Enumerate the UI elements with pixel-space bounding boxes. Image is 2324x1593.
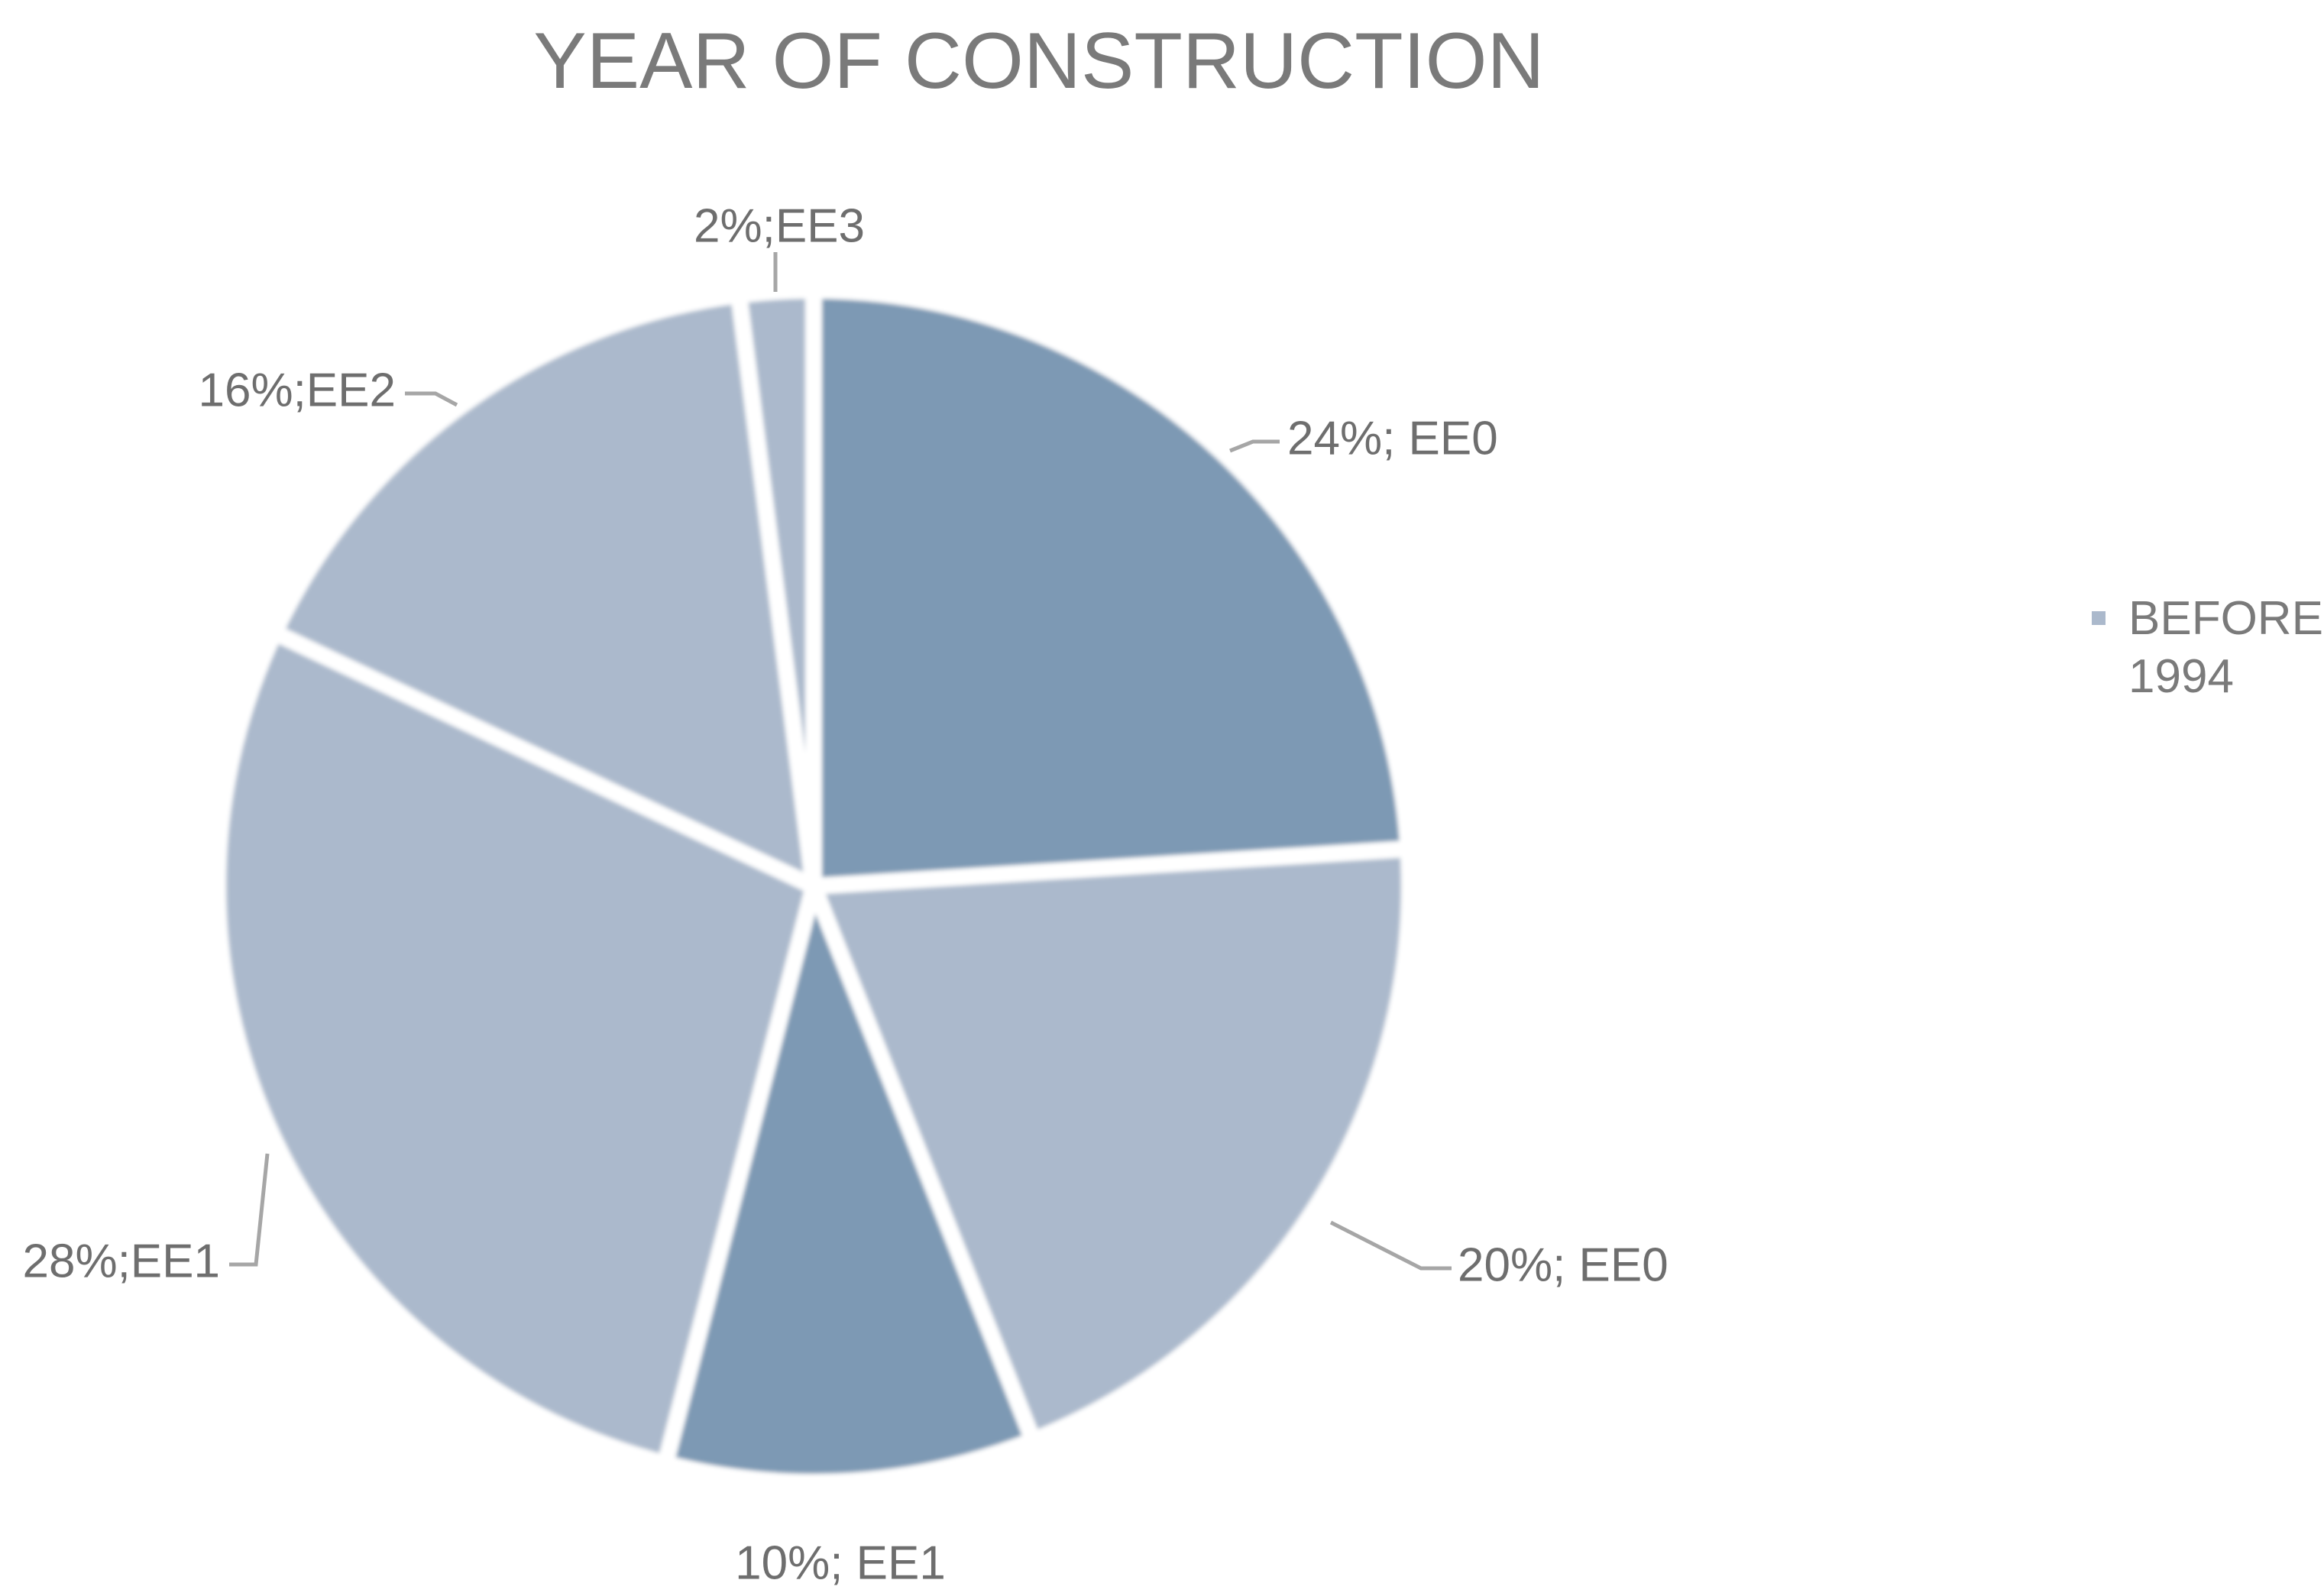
legend-label-line-2: 1994 (2128, 650, 2234, 703)
pie-slice-5 (263, 285, 824, 901)
leader-line-2 (1329, 1220, 1452, 1271)
chart-title: YEAR OF CONSTRUCTION (533, 17, 1544, 105)
pie-slice-2 (801, 840, 1419, 1452)
data-label-2: 20%; EE0 (1458, 1238, 1669, 1291)
pie-slice-1 (805, 281, 1418, 895)
pie-slice-4 (209, 621, 824, 1474)
data-label-1: 24%; EE0 (1287, 412, 1498, 465)
data-label-3: 10%; EE1 (735, 1536, 946, 1589)
data-label-4: 28%;EE1 (22, 1235, 220, 1287)
pie-slices (209, 281, 1419, 1491)
legend-swatch (2092, 611, 2106, 625)
legend-label-line-1: BEFORE (2128, 592, 2323, 645)
leader-line-4 (229, 1153, 270, 1267)
pie-slice-3 (655, 859, 1044, 1491)
leader-line-1 (1229, 439, 1280, 453)
data-labels: 24%; EE0 20%; EE0 10%; EE1 28%;EE1 16%;EE2 2%… (22, 199, 1668, 1589)
data-label-5: 16%;EE2 (198, 364, 396, 416)
leader-lines (229, 252, 1452, 1271)
data-label-6: 2%;EE3 (694, 199, 865, 252)
legend: BEFORE 1994 (2092, 592, 2324, 703)
leader-line-5 (405, 391, 458, 407)
legend-label: BEFORE 1994 (2128, 592, 2324, 703)
